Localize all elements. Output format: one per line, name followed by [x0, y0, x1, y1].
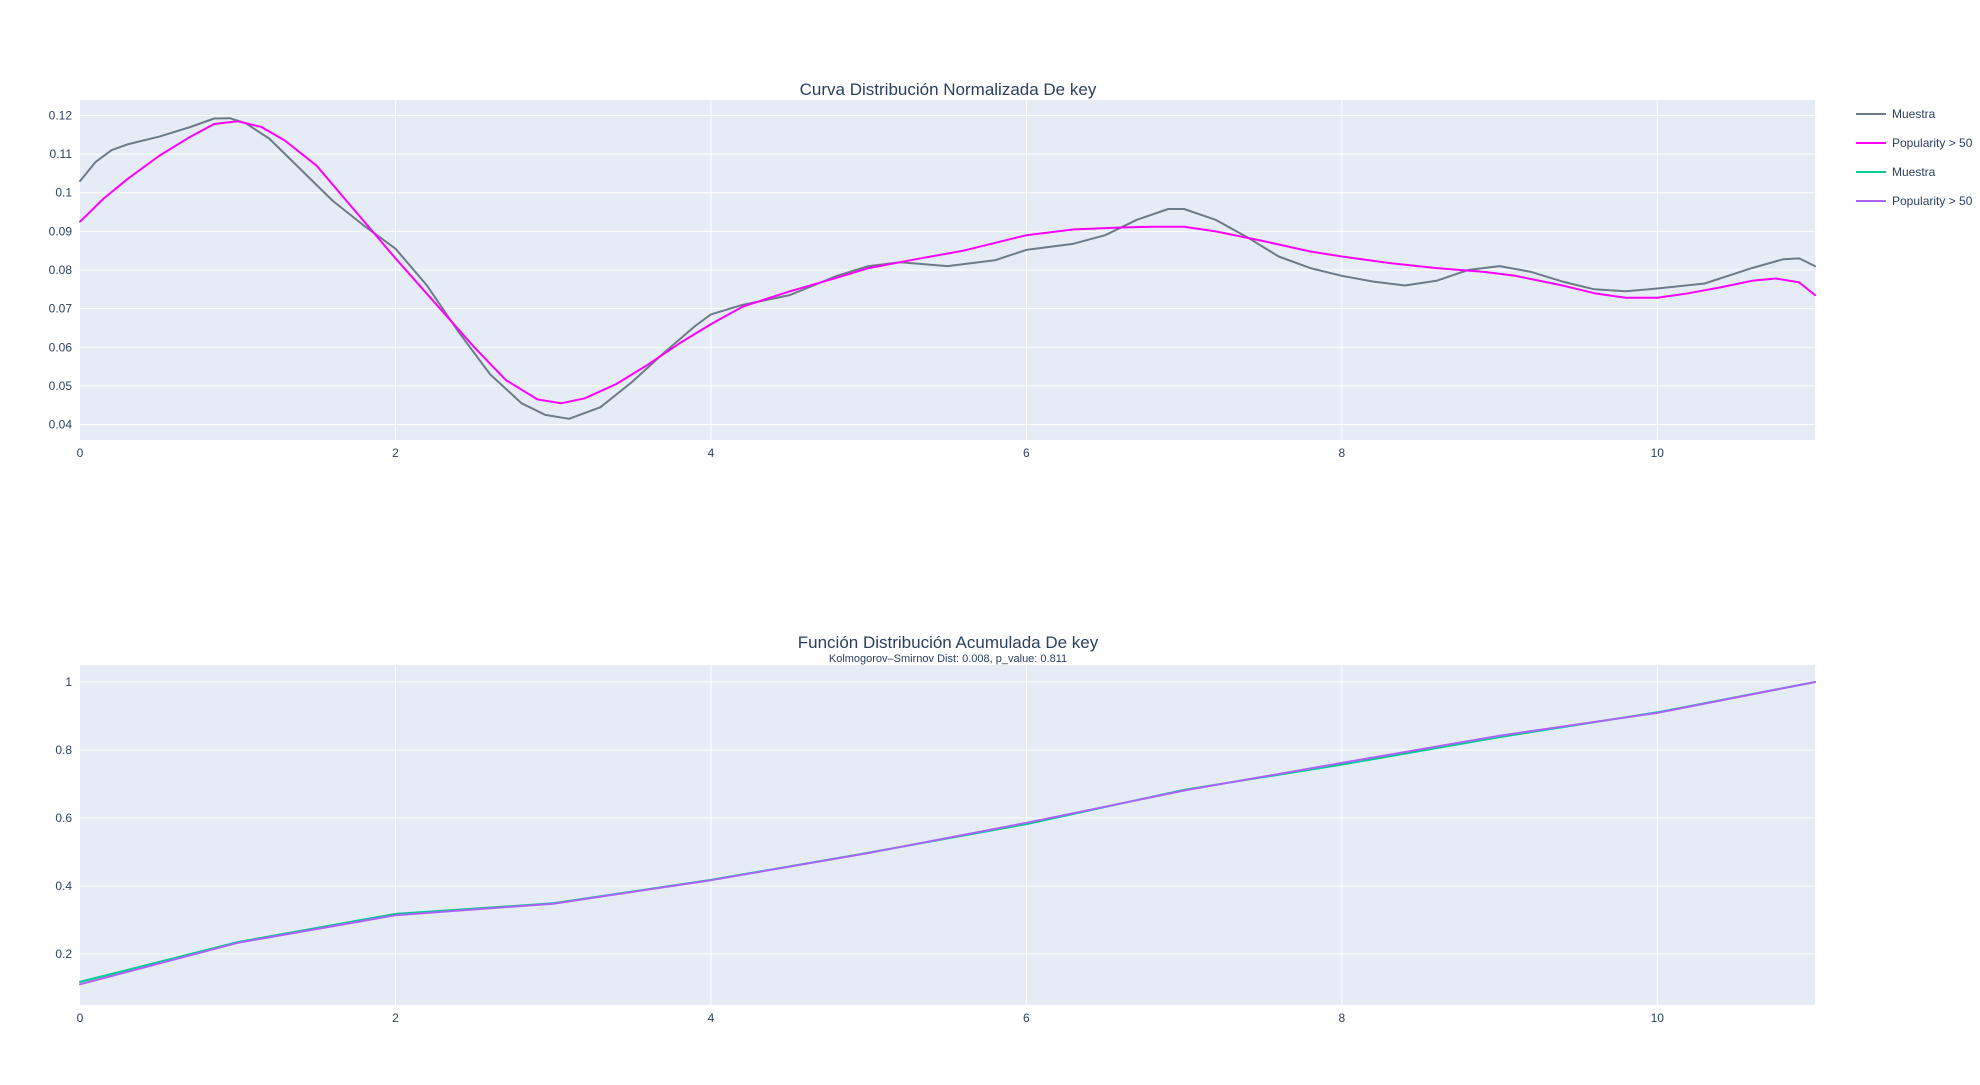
legend-label: Popularity > 50	[1892, 136, 1973, 150]
pdf-series	[79, 117, 1816, 420]
pdf-x-tick-label: 0	[77, 446, 84, 460]
pdf-y-ticks: 0.04 0.05 0.06 0.07 0.08 0.09 0.1 0.11 0.12	[49, 108, 73, 431]
cdf-y-tick-label: 0.8	[55, 743, 72, 757]
pdf-series-line-popularity-gt-50[interactable]	[79, 120, 1816, 405]
legend-label: Popularity > 50	[1892, 194, 1973, 208]
cdf-plot-area	[80, 665, 1815, 1005]
cdf-y-ticks: 0.2 0.4 0.6 0.8 1	[55, 675, 72, 961]
cdf-gridlines	[80, 665, 1815, 1005]
cdf-x-tick-label: 6	[1023, 1011, 1030, 1025]
cdf-chart: Función Distribución Acumulada De key Ko…	[55, 633, 1816, 1025]
pdf-gridlines	[80, 100, 1815, 440]
cdf-y-tick-label: 0.4	[55, 879, 72, 893]
pdf-chart-title: Curva Distribución Normalizada De key	[800, 80, 1097, 99]
cdf-y-tick-label: 0.6	[55, 811, 72, 825]
cdf-x-tick-label: 2	[392, 1011, 399, 1025]
pdf-x-tick-label: 10	[1651, 446, 1665, 460]
pdf-y-tick-label: 0.09	[49, 224, 73, 238]
pdf-y-tick-label: 0.11	[50, 147, 73, 161]
cdf-chart-title: Función Distribución Acumulada De key	[798, 633, 1099, 652]
legend-item[interactable]: Popularity > 50	[1856, 136, 1973, 150]
pdf-y-tick-label: 0.12	[49, 108, 73, 122]
pdf-y-tick-label: 0.05	[49, 379, 73, 393]
pdf-y-tick-label: 0.1	[55, 186, 72, 200]
legend-item[interactable]: Popularity > 50	[1856, 194, 1973, 208]
pdf-x-tick-label: 8	[1338, 446, 1345, 460]
cdf-x-tick-label: 10	[1651, 1011, 1665, 1025]
cdf-series	[79, 681, 1816, 986]
legend-label: Muestra	[1892, 107, 1936, 121]
legend-item[interactable]: Muestra	[1856, 107, 1936, 121]
pdf-y-tick-label: 0.07	[49, 302, 73, 316]
cdf-y-tick-label: 0.2	[55, 947, 72, 961]
pdf-x-tick-label: 2	[392, 446, 399, 460]
ks-test-subtitle: Kolmogorov–Smirnov Dist: 0.008, p_value:…	[829, 653, 1067, 665]
pdf-x-ticks: 0 2 4 6 8 10	[77, 446, 1665, 460]
cdf-x-ticks: 0 2 4 6 8 10	[77, 1011, 1665, 1025]
legend[interactable]: Muestra Popularity > 50 Muestra Popularity …	[1856, 107, 1973, 208]
legend-label: Muestra	[1892, 165, 1936, 179]
pdf-y-tick-label: 0.08	[49, 263, 73, 277]
cdf-y-tick-label: 1	[65, 675, 72, 689]
cdf-series-line-popularity-gt-50[interactable]	[79, 681, 1816, 986]
pdf-x-tick-label: 4	[708, 446, 715, 460]
pdf-chart: Curva Distribución Normalizada De key 0.…	[49, 80, 1816, 460]
cdf-x-tick-label: 0	[77, 1011, 84, 1025]
legend-item[interactable]: Muestra	[1856, 165, 1936, 179]
cdf-x-tick-label: 4	[708, 1011, 715, 1025]
pdf-y-tick-label: 0.06	[49, 340, 73, 354]
pdf-x-tick-label: 6	[1023, 446, 1030, 460]
cdf-x-tick-label: 8	[1338, 1011, 1345, 1025]
pdf-y-tick-label: 0.04	[49, 418, 73, 432]
